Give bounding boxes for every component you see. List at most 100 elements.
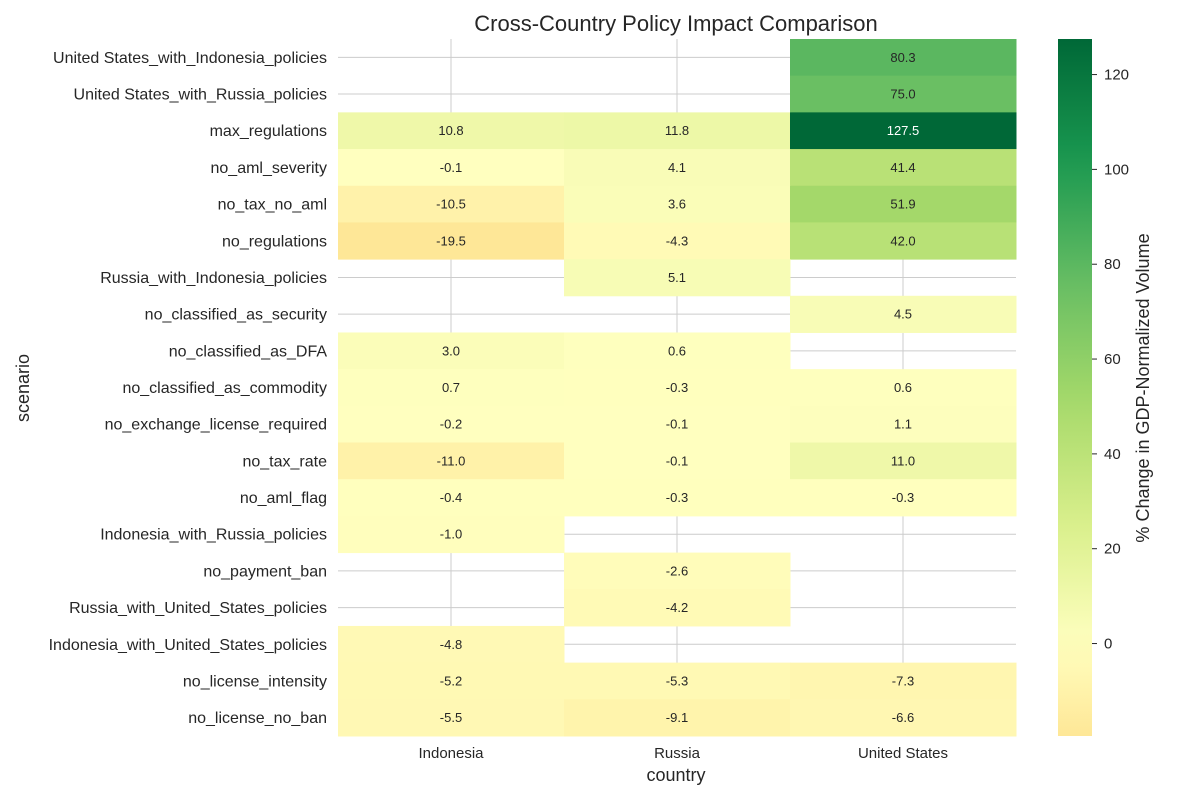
heatmap-cell (564, 332, 791, 370)
colorbar (1058, 39, 1092, 736)
heatmap-cell (790, 185, 1017, 223)
cell-value-label: -0.1 (440, 160, 462, 175)
cell-value-label: -19.5 (436, 233, 466, 248)
row-label: Russia_with_Indonesia_policies (100, 270, 327, 287)
heatmap-cell (338, 479, 565, 517)
cell-value-label: -6.6 (892, 710, 914, 725)
cell-value-label: -4.3 (666, 233, 688, 248)
cell-value-label: 11.8 (665, 123, 689, 138)
row-label: no_payment_ban (203, 563, 327, 580)
heatmap-cell (338, 405, 565, 444)
heatmap-cell (338, 662, 565, 700)
heatmap-cell (338, 332, 565, 370)
row-label: no_tax_rate (242, 453, 327, 470)
heatmap-cell (564, 369, 791, 407)
cell-value-label: -0.3 (666, 380, 688, 395)
cell-value-label: 0.6 (668, 343, 686, 358)
heatmap-cell (564, 442, 791, 480)
heatmap-cell (338, 222, 565, 260)
row-label: no_classified_as_DFA (169, 343, 328, 360)
heatmap-cell (790, 699, 1017, 737)
column-labels: Indonesia Russia United States (418, 745, 948, 762)
heatmap-cell (564, 112, 791, 150)
heatmap-cell (790, 75, 1017, 113)
heatmap-cell (338, 112, 565, 150)
cell-value-label: 0.7 (442, 380, 460, 395)
column-label: United States (858, 745, 948, 762)
row-label: no_classified_as_commodity (122, 380, 327, 397)
row-label: max_regulations (210, 123, 327, 140)
cell-value-label: -0.1 (666, 453, 688, 468)
cell-value-label: -4.8 (440, 637, 462, 652)
cell-value-label: 127.5 (887, 123, 920, 138)
colorbar-tick-label: 60 (1104, 351, 1121, 368)
heatmap-cell (790, 39, 1017, 77)
cell-value-label: 1.1 (894, 417, 912, 432)
cell-value-label: -0.3 (892, 490, 914, 505)
column-label: Indonesia (418, 745, 484, 762)
cell-value-label: 41.4 (890, 160, 915, 175)
heatmap-cell (338, 515, 565, 554)
cell-value-label: -7.3 (892, 673, 914, 688)
colorbar-tick-label: 120 (1104, 67, 1129, 84)
cell-value-label: -5.5 (440, 710, 462, 725)
cell-value-label: -5.3 (666, 673, 688, 688)
colorbar-tick-label: 80 (1104, 256, 1121, 273)
cell-value-label: 80.3 (890, 50, 915, 65)
heatmap-cell (790, 149, 1017, 187)
cell-value-label: 42.0 (890, 233, 915, 248)
heatmap-cell (564, 222, 791, 260)
row-label: Indonesia_with_Russia_policies (100, 527, 327, 544)
cell-value-label: 11.0 (891, 453, 915, 468)
row-label: no_exchange_license_required (105, 417, 327, 434)
cell-value-label: 3.6 (668, 197, 686, 212)
row-label: no_license_no_ban (188, 710, 327, 727)
cell-value-label: -0.4 (440, 490, 462, 505)
heatmap-cell (790, 442, 1017, 480)
heatmap-cell (564, 552, 791, 590)
heatmap-cell (338, 149, 565, 187)
cell-value-label: 5.1 (668, 270, 686, 285)
heatmap-cell (338, 185, 565, 223)
row-labels: United States_with_Indonesia_policies Uni… (49, 50, 328, 727)
colorbar-tick-label: 0 (1104, 636, 1112, 653)
cell-value-label: 4.5 (894, 307, 912, 322)
colorbar-label: % Change in GDP-Normalized Volume (1133, 233, 1153, 542)
row-label: no_classified_as_security (145, 307, 327, 324)
cell-value-label: -4.2 (666, 600, 688, 615)
colorbar-ticks: 0 20 40 60 80 100 120 (1092, 67, 1129, 653)
heatmap-cell (790, 295, 1017, 333)
heatmap-cell (338, 369, 565, 407)
heatmap-cell (338, 442, 565, 480)
colorbar-tick-label: 100 (1104, 161, 1129, 178)
row-label: Russia_with_United_States_policies (69, 600, 327, 617)
heatmap-cells: 80.3 75.0 10.8 11.8 127.5 -0.1 4.1 41.4 -10.5 3.6… (338, 39, 1017, 737)
cell-value-label: 10.8 (438, 123, 463, 138)
row-label: no_tax_no_aml (218, 197, 327, 214)
cell-value-label: 4.1 (668, 160, 686, 175)
heatmap-cell (790, 222, 1017, 260)
row-label: Indonesia_with_United_States_policies (49, 637, 327, 654)
heatmap-cell (790, 662, 1017, 700)
heatmap-cell (790, 479, 1017, 517)
row-label: United States_with_Russia_policies (74, 87, 327, 104)
cell-value-label: -0.1 (666, 417, 688, 432)
row-label: no_regulations (222, 233, 327, 250)
cell-value-label: -9.1 (666, 710, 688, 725)
heatmap-cell (564, 662, 791, 700)
heatmap-cell (790, 369, 1017, 407)
heatmap-cell (564, 699, 791, 737)
cell-value-label: -2.6 (666, 563, 688, 578)
heatmap-cell (564, 185, 791, 223)
cell-value-label: -10.5 (436, 197, 466, 212)
heatmap-cell (338, 625, 565, 664)
y-axis-title: scenario (13, 354, 33, 422)
heatmap-cell (338, 699, 565, 737)
cell-value-label: 51.9 (890, 197, 915, 212)
colorbar-tick-label: 20 (1104, 541, 1121, 558)
chart-title: Cross-Country Policy Impact Comparison (474, 11, 877, 36)
heatmap-cell (564, 589, 791, 627)
row-label: no_aml_flag (240, 490, 327, 507)
heatmap-cell (564, 479, 791, 517)
